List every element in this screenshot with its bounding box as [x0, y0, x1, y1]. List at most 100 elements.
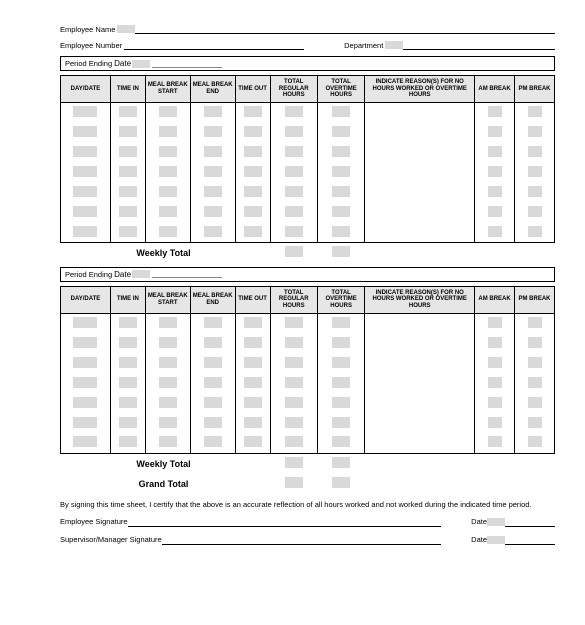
cell[interactable] — [365, 353, 475, 373]
cell[interactable] — [365, 313, 475, 333]
cell[interactable] — [317, 393, 364, 413]
cell[interactable] — [190, 413, 235, 433]
cell[interactable] — [61, 333, 111, 353]
cell[interactable] — [270, 142, 317, 162]
cell[interactable] — [475, 333, 515, 353]
weekly-reg-total[interactable] — [270, 243, 317, 263]
cell[interactable] — [110, 353, 145, 373]
cell[interactable] — [110, 413, 145, 433]
cell[interactable] — [61, 433, 111, 453]
cell[interactable] — [145, 313, 190, 333]
cell[interactable] — [365, 413, 475, 433]
cell[interactable] — [61, 313, 111, 333]
cell[interactable] — [270, 182, 317, 202]
cell[interactable] — [475, 413, 515, 433]
cell[interactable] — [365, 182, 475, 202]
cell[interactable] — [317, 373, 364, 393]
date-line[interactable] — [505, 535, 555, 545]
cell[interactable] — [515, 202, 555, 222]
cell[interactable] — [270, 433, 317, 453]
cell[interactable] — [190, 102, 235, 122]
cell[interactable] — [235, 222, 270, 242]
cell[interactable] — [110, 122, 145, 142]
cell[interactable] — [110, 142, 145, 162]
cell[interactable] — [235, 202, 270, 222]
cell[interactable] — [270, 353, 317, 373]
cell[interactable] — [317, 122, 364, 142]
cell[interactable] — [270, 413, 317, 433]
cell[interactable] — [110, 202, 145, 222]
weekly-ot-total[interactable] — [317, 454, 364, 474]
cell[interactable] — [270, 202, 317, 222]
cell[interactable] — [515, 313, 555, 333]
employee-signature-line[interactable] — [128, 517, 442, 527]
cell[interactable] — [475, 182, 515, 202]
cell[interactable] — [475, 393, 515, 413]
cell[interactable] — [317, 142, 364, 162]
cell[interactable] — [365, 162, 475, 182]
cell[interactable] — [61, 182, 111, 202]
weekly-ot-total[interactable] — [317, 243, 364, 263]
department-line[interactable] — [403, 40, 555, 50]
cell[interactable] — [515, 393, 555, 413]
cell[interactable] — [365, 433, 475, 453]
cell[interactable] — [235, 182, 270, 202]
cell[interactable] — [61, 413, 111, 433]
cell[interactable] — [515, 122, 555, 142]
cell[interactable] — [145, 202, 190, 222]
cell[interactable] — [317, 182, 364, 202]
cell[interactable] — [235, 413, 270, 433]
cell[interactable] — [475, 122, 515, 142]
cell[interactable] — [145, 182, 190, 202]
cell[interactable] — [270, 313, 317, 333]
cell[interactable] — [317, 333, 364, 353]
cell[interactable] — [515, 182, 555, 202]
period-date-line[interactable] — [152, 270, 222, 278]
cell[interactable] — [475, 162, 515, 182]
cell[interactable] — [61, 102, 111, 122]
supervisor-signature-line[interactable] — [162, 535, 441, 545]
cell[interactable] — [475, 202, 515, 222]
cell[interactable] — [235, 142, 270, 162]
cell[interactable] — [365, 333, 475, 353]
cell[interactable] — [190, 162, 235, 182]
cell[interactable] — [145, 413, 190, 433]
cell[interactable] — [110, 393, 145, 413]
cell[interactable] — [365, 373, 475, 393]
cell[interactable] — [145, 142, 190, 162]
employee-number-line[interactable] — [124, 40, 304, 50]
cell[interactable] — [475, 142, 515, 162]
cell[interactable] — [235, 393, 270, 413]
cell[interactable] — [475, 222, 515, 242]
cell[interactable] — [365, 122, 475, 142]
cell[interactable] — [190, 202, 235, 222]
cell[interactable] — [145, 373, 190, 393]
cell[interactable] — [270, 162, 317, 182]
cell[interactable] — [145, 433, 190, 453]
cell[interactable] — [475, 353, 515, 373]
cell[interactable] — [270, 393, 317, 413]
cell[interactable] — [270, 373, 317, 393]
cell[interactable] — [190, 393, 235, 413]
cell[interactable] — [515, 333, 555, 353]
cell[interactable] — [190, 142, 235, 162]
cell[interactable] — [235, 313, 270, 333]
cell[interactable] — [235, 102, 270, 122]
cell[interactable] — [317, 162, 364, 182]
cell[interactable] — [317, 413, 364, 433]
cell[interactable] — [61, 122, 111, 142]
cell[interactable] — [110, 373, 145, 393]
cell[interactable] — [317, 102, 364, 122]
cell[interactable] — [365, 222, 475, 242]
cell[interactable] — [110, 102, 145, 122]
cell[interactable] — [235, 373, 270, 393]
cell[interactable] — [110, 222, 145, 242]
grand-reg-total[interactable] — [270, 474, 317, 494]
cell[interactable] — [515, 413, 555, 433]
cell[interactable] — [235, 333, 270, 353]
cell[interactable] — [61, 202, 111, 222]
cell[interactable] — [475, 102, 515, 122]
cell[interactable] — [515, 162, 555, 182]
cell[interactable] — [515, 433, 555, 453]
cell[interactable] — [145, 222, 190, 242]
